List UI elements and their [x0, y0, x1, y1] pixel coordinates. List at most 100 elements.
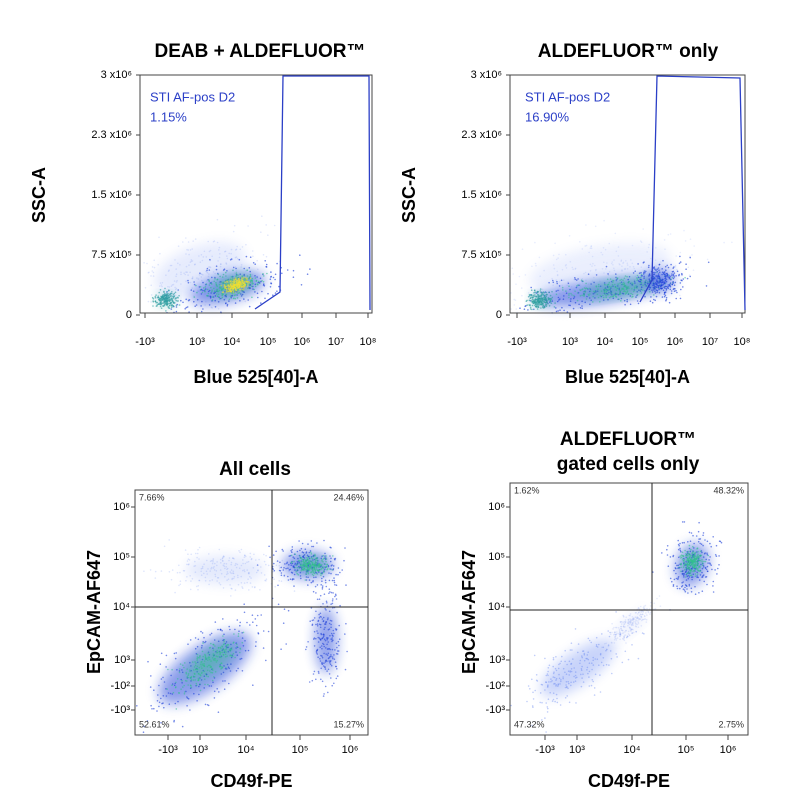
- event-dot: [610, 657, 613, 660]
- event-dot: [263, 574, 266, 576]
- event-dot: [246, 275, 249, 277]
- event-dot: [524, 305, 526, 308]
- event-dot: [180, 299, 182, 302]
- event-dot: [332, 555, 334, 557]
- event-dot: [184, 662, 186, 664]
- event-dot: [197, 549, 199, 551]
- event-dot: [165, 666, 167, 668]
- event-dot: [330, 591, 333, 594]
- event-dot: [577, 643, 580, 645]
- event-dot: [243, 298, 245, 300]
- event-dot: [207, 292, 210, 295]
- event-dot: [151, 270, 153, 272]
- event-dot: [328, 568, 331, 570]
- event-dot: [225, 666, 227, 669]
- event-dot: [643, 607, 645, 610]
- event-dot: [686, 573, 688, 575]
- event-dot: [319, 594, 322, 597]
- event-dot: [197, 585, 200, 587]
- event-dot: [213, 697, 216, 699]
- event-dot: [291, 548, 294, 551]
- event-dot: [690, 591, 693, 593]
- event-dot: [216, 218, 219, 221]
- event-dot: [208, 553, 210, 555]
- event-dot: [252, 621, 254, 623]
- event-dot: [293, 585, 295, 587]
- event-dot: [229, 584, 231, 586]
- event-dot: [720, 541, 723, 544]
- event-dot: [327, 691, 329, 694]
- event-dot: [615, 639, 618, 641]
- event-dot: [252, 262, 255, 264]
- gate-percent: 16.90%: [525, 109, 570, 124]
- event-dot: [245, 255, 248, 258]
- event-dot: [182, 241, 184, 243]
- event-dot: [202, 308, 204, 310]
- event-dot: [217, 711, 220, 713]
- event-dot: [670, 290, 673, 292]
- event-dot: [675, 297, 677, 300]
- event-dot: [265, 255, 268, 258]
- event-dot: [335, 594, 337, 597]
- event-dot: [158, 705, 160, 708]
- event-dot: [257, 268, 259, 271]
- event-dot: [640, 241, 643, 243]
- event-dot: [654, 299, 656, 302]
- event-dot: [153, 259, 155, 262]
- event-dot: [593, 694, 596, 696]
- event-dot: [274, 278, 276, 281]
- event-dot: [223, 285, 226, 288]
- event-dot: [265, 563, 267, 566]
- event-dot: [685, 567, 688, 569]
- event-dot: [607, 630, 609, 632]
- plot-frame: [134, 489, 369, 736]
- event-dot: [335, 573, 337, 576]
- event-dot: [185, 306, 188, 309]
- event-dot: [628, 634, 631, 636]
- event-dot: [187, 643, 189, 645]
- event-dot: [231, 279, 233, 282]
- event-dot: [216, 293, 218, 295]
- event-dot: [237, 292, 239, 295]
- event-dot: [673, 266, 675, 268]
- event-dot: [671, 580, 673, 583]
- event-dot: [160, 307, 163, 310]
- event-dot: [318, 672, 320, 674]
- event-dot: [699, 538, 702, 540]
- event-dot: [675, 275, 677, 277]
- event-dot: [616, 656, 618, 658]
- event-dot: [272, 294, 274, 297]
- event-dot: [328, 588, 331, 590]
- event-dot: [636, 300, 639, 302]
- event-dot: [321, 577, 323, 580]
- event-dot: [189, 588, 192, 591]
- event-dot: [189, 709, 191, 711]
- event-dot: [322, 554, 325, 557]
- event-dot: [685, 555, 687, 557]
- event-dot: [330, 572, 332, 575]
- event-dot: [258, 282, 261, 285]
- event-dot: [608, 635, 611, 638]
- event-dot: [545, 305, 548, 308]
- event-dot: [177, 304, 180, 306]
- event-dot: [241, 246, 244, 248]
- event-dot: [710, 545, 712, 548]
- event-dot: [227, 283, 230, 286]
- event-dot: [241, 586, 243, 588]
- event-dot: [214, 306, 217, 308]
- event-dot: [547, 667, 550, 669]
- event-dot: [609, 633, 612, 636]
- event-dot: [221, 629, 223, 632]
- event-dot: [168, 539, 170, 541]
- event-dot: [142, 731, 145, 733]
- event-dot: [224, 289, 227, 292]
- event-dot: [225, 288, 228, 290]
- y-tick-label: 10⁴: [113, 601, 130, 613]
- event-dot: [675, 289, 677, 292]
- event-dot: [693, 570, 696, 572]
- event-dot: [249, 624, 251, 626]
- event-dot: [551, 296, 554, 299]
- event-dot: [213, 676, 215, 678]
- event-dot: [281, 548, 284, 551]
- event-dot: [257, 296, 259, 299]
